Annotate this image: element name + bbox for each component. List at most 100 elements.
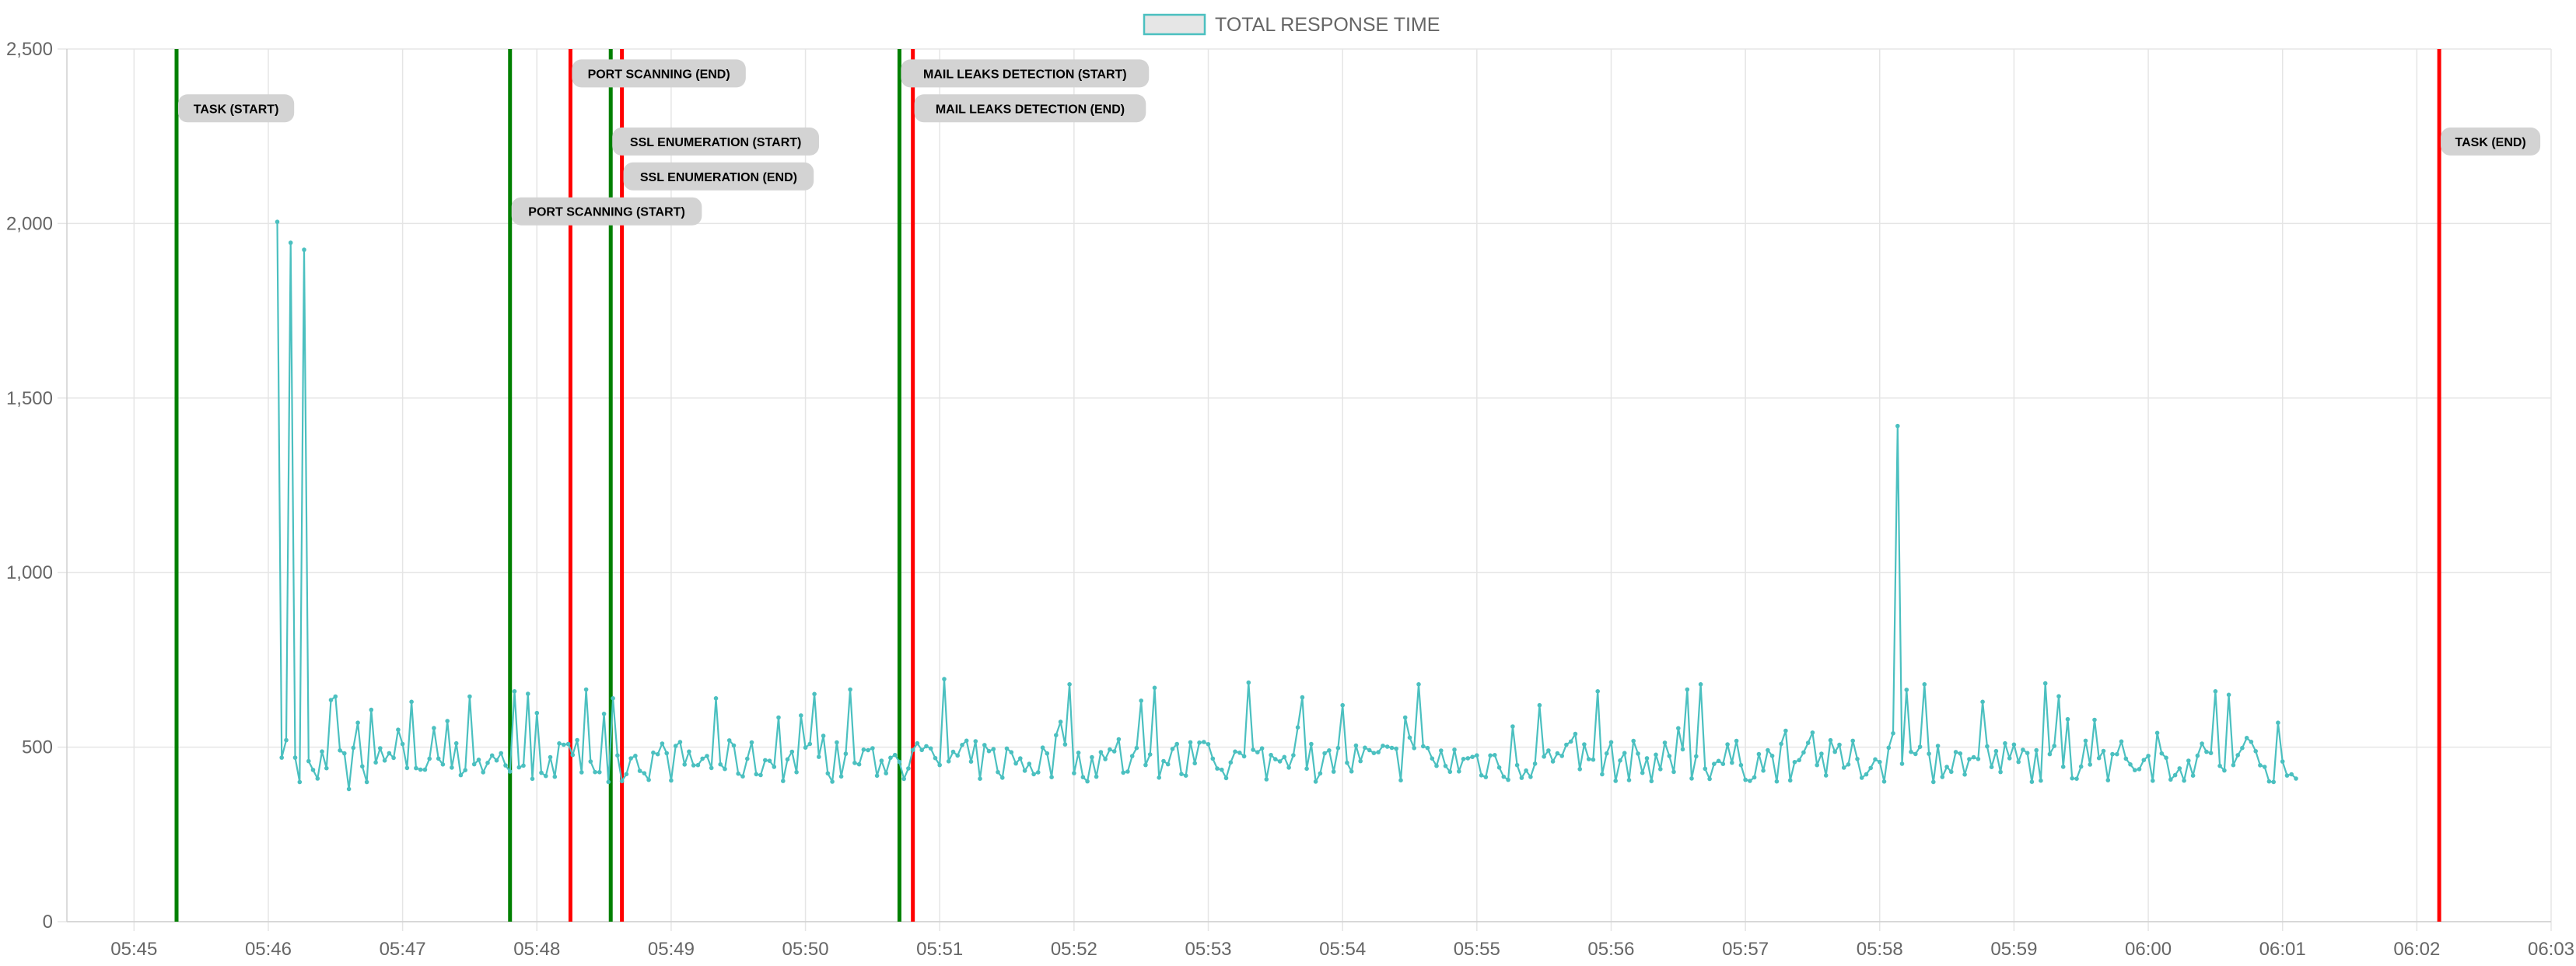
- data-point: [745, 756, 750, 761]
- data-point: [2200, 741, 2204, 746]
- data-point: [1613, 779, 1618, 783]
- data-point: [1604, 751, 1609, 756]
- data-point: [651, 750, 656, 755]
- data-point: [565, 741, 571, 747]
- data-point: [1514, 762, 1520, 768]
- data-point: [1000, 775, 1005, 780]
- legend-label: TOTAL RESPONSE TIME: [1215, 14, 1440, 36]
- data-point: [1103, 757, 1108, 761]
- data-point: [2029, 779, 2035, 784]
- data-point: [843, 751, 849, 756]
- data-point: [1206, 742, 1211, 747]
- data-point: [2039, 778, 2043, 783]
- annotation-label-port-scanning-end: PORT SCANNING (END): [588, 68, 730, 81]
- data-point: [516, 765, 522, 770]
- annotation-label-mail-leaks-detection-end: MAIL LEAKS DETECTION (END): [936, 103, 1125, 116]
- data-point: [2289, 772, 2294, 777]
- data-point: [799, 713, 803, 718]
- data-point: [874, 773, 880, 779]
- data-point: [1439, 748, 1444, 753]
- data-point: [1111, 749, 1117, 754]
- data-point: [1045, 751, 1050, 756]
- data-point: [445, 719, 450, 723]
- data-point: [852, 761, 857, 765]
- data-point: [1295, 725, 1300, 730]
- data-point: [2123, 756, 2129, 761]
- data-point: [1269, 752, 1273, 758]
- data-point: [1878, 759, 1882, 765]
- data-point: [1694, 754, 1699, 759]
- data-point: [1622, 751, 1627, 755]
- data-point: [677, 740, 683, 744]
- data-point: [1493, 753, 1497, 758]
- data-point: [1631, 738, 1636, 744]
- data-point: [1434, 763, 1439, 768]
- annotation-label-mail-leaks-detection-start: MAIL LEAKS DETECTION (START): [923, 68, 1127, 81]
- data-point: [1129, 754, 1135, 758]
- data-point: [288, 240, 293, 245]
- data-point: [1461, 757, 1466, 761]
- data-point: [400, 741, 405, 747]
- data-point: [991, 747, 996, 751]
- data-point: [507, 769, 513, 774]
- annotation-label-ssl-enumeration-end: SSL ENUMERATION (END): [640, 171, 797, 184]
- data-point: [1309, 741, 1314, 747]
- data-point: [700, 756, 705, 761]
- data-point: [2042, 681, 2048, 686]
- data-point: [1850, 738, 1855, 744]
- data-point: [355, 720, 360, 725]
- data-point: [1465, 756, 1471, 761]
- data-point: [1828, 737, 1833, 743]
- data-point: [1425, 745, 1430, 751]
- data-point: [1031, 772, 1036, 777]
- data-point: [275, 219, 280, 225]
- data-point: [982, 743, 987, 747]
- data-point: [1640, 770, 1645, 775]
- data-point: [1881, 779, 1887, 784]
- data-point: [1335, 745, 1341, 751]
- x-tick-label: 05:52: [1051, 939, 1097, 960]
- data-point: [1018, 756, 1023, 761]
- data-point: [1049, 775, 1054, 779]
- data-point: [1121, 770, 1125, 775]
- legend[interactable]: TOTAL RESPONSE TIME: [1143, 13, 1440, 36]
- chart-grid: [58, 48, 2552, 931]
- data-point: [726, 738, 732, 743]
- data-point: [713, 696, 719, 701]
- data-point: [1658, 767, 1663, 772]
- data-point: [1805, 740, 1811, 745]
- data-point: [758, 772, 763, 778]
- data-point: [1183, 773, 1188, 778]
- data-point: [1475, 753, 1479, 758]
- data-point: [1215, 766, 1220, 771]
- data-point: [1134, 745, 1139, 751]
- data-point: [1367, 747, 1372, 753]
- data-point: [2186, 758, 2191, 763]
- data-point: [328, 698, 334, 702]
- data-point: [1748, 779, 1752, 783]
- annotation-label-port-scanning-start: PORT SCANNING (START): [528, 206, 684, 219]
- data-point: [333, 694, 338, 699]
- data-point: [297, 779, 303, 785]
- annotation-label-box-task-start: [177, 94, 295, 123]
- data-point: [2115, 751, 2119, 757]
- data-point: [1501, 774, 1507, 779]
- data-point: [2137, 767, 2142, 772]
- data-point: [2052, 744, 2056, 748]
- data-point: [1381, 744, 1385, 748]
- data-point: [664, 751, 669, 756]
- data-point: [1769, 754, 1775, 758]
- annotation-label-box-port-scanning-start: [511, 197, 702, 226]
- data-point: [1980, 699, 1985, 705]
- data-point: [1202, 740, 1206, 744]
- data-point: [1927, 751, 1931, 756]
- data-point: [279, 755, 285, 760]
- data-point: [499, 751, 503, 756]
- data-point: [436, 756, 441, 761]
- annotation-label-box-ssl-enumeration-end: [623, 162, 814, 191]
- data-point: [611, 696, 615, 701]
- data-point: [575, 737, 579, 743]
- data-point: [1917, 744, 1923, 749]
- data-point: [1846, 762, 1851, 767]
- data-point: [1318, 771, 1323, 776]
